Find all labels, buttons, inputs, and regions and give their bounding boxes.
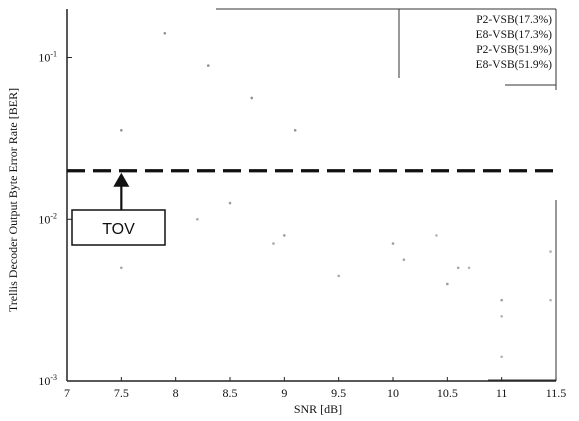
y-axis-ticks: 10-110-210-3: [38, 50, 72, 388]
data-layer: [67, 31, 556, 359]
x-axis-ticks: 7 7.5 8 8.5 9 9.5 10 10.5 11 11.5: [64, 377, 566, 400]
series-point: [549, 298, 552, 302]
series-point: [500, 298, 503, 302]
plot-frame: [66, 8, 557, 382]
y-tick-base: 10: [38, 51, 50, 65]
series-point: [337, 274, 340, 278]
y-tick-label: 10-1: [38, 50, 57, 65]
series-point: [283, 234, 286, 237]
series-point: [163, 31, 167, 35]
x-tick-label: 8.5: [223, 386, 238, 400]
y-tick-base: 10: [38, 374, 50, 388]
tov-label: TOV: [102, 221, 135, 238]
legend-entry: E8-VSB(17.3%): [476, 29, 553, 41]
series-point: [435, 234, 438, 237]
legend-entry: P2-VSB(17.3%): [476, 14, 552, 26]
tov-annotation: TOV: [71, 172, 166, 246]
series-point: [120, 266, 123, 270]
x-tick-label: 8: [173, 386, 179, 400]
y-tick-label: 10-3: [38, 373, 57, 388]
series-point: [272, 242, 275, 245]
x-tick-label: 7: [64, 386, 70, 400]
tov-label-box: [71, 209, 166, 246]
y-axis-label: Trellis Decoder Output Byte Error Rate […: [6, 88, 20, 312]
series-point: [549, 250, 552, 253]
tov-arrow-head: [113, 172, 130, 187]
x-tick-label: 10: [387, 386, 399, 400]
series-point: [500, 355, 503, 359]
y-tick-base: 10: [38, 212, 50, 226]
x-tick-label: 11.5: [546, 386, 567, 400]
x-tick-label: 11: [496, 386, 508, 400]
series-point: [500, 315, 503, 318]
series-point: [446, 282, 449, 286]
series-point: [402, 258, 406, 261]
x-axis-label: SNR [dB]: [294, 402, 342, 416]
series-point: [196, 217, 199, 221]
legend-entry: P2-VSB(51.9%): [476, 44, 552, 56]
series-point: [391, 242, 395, 245]
y-tick-label: 10-2: [38, 211, 57, 226]
series-point: [206, 64, 210, 67]
series-point: [228, 201, 232, 205]
legend: P2-VSB(17.3%) E8-VSB(17.3%) P2-VSB(51.9%) E…: [476, 14, 553, 71]
series-point: [250, 96, 254, 100]
x-tick-label: 10.5: [437, 386, 458, 400]
series-point: [120, 129, 123, 132]
y-tick-exponent: -2: [50, 211, 57, 220]
x-tick-label: 9.5: [331, 386, 346, 400]
x-tick-label: 7.5: [114, 386, 129, 400]
legend-entry: E8-VSB(51.9%): [476, 59, 553, 71]
series-point: [456, 266, 460, 270]
y-tick-exponent: -3: [50, 373, 57, 382]
x-tick-label: 9: [281, 386, 287, 400]
series-point: [467, 266, 471, 270]
y-tick-exponent: -1: [50, 50, 57, 59]
series-point: [293, 129, 297, 132]
